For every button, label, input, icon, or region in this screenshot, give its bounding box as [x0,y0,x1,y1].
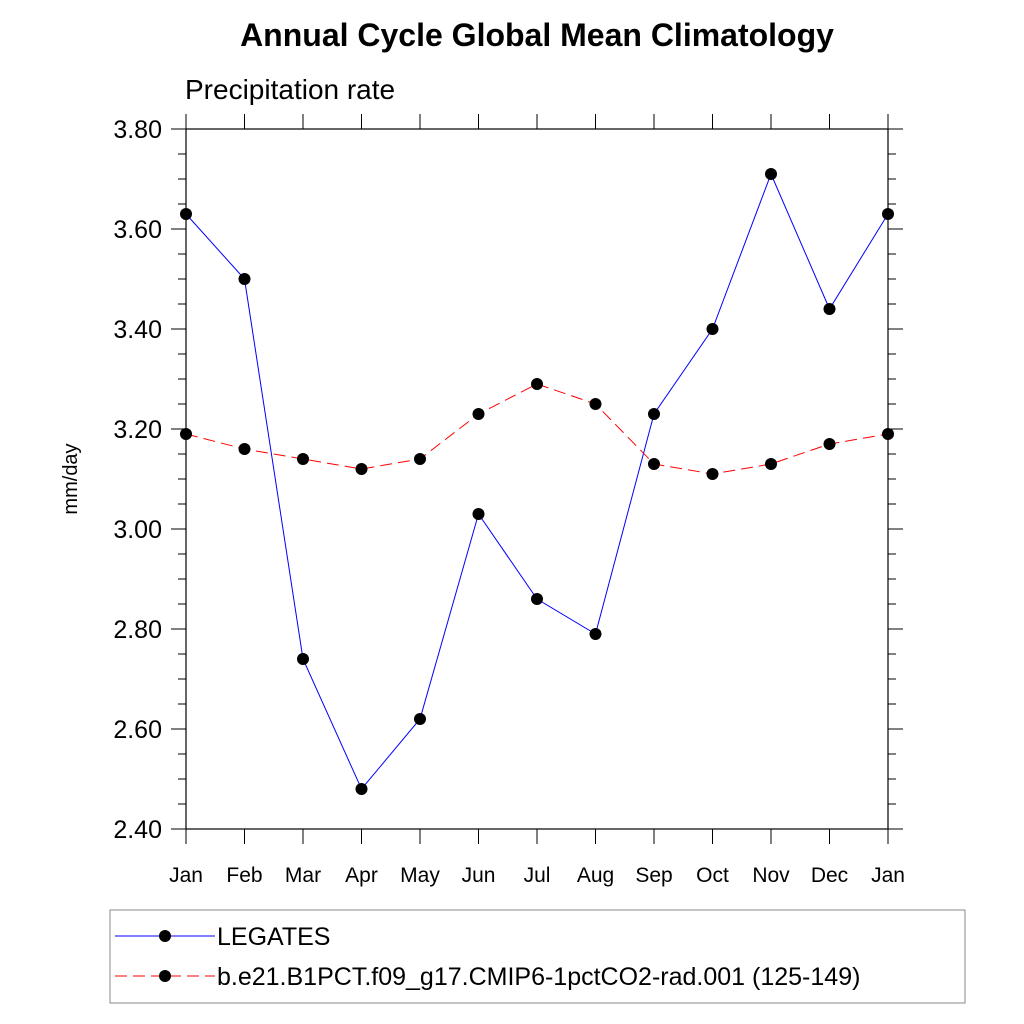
plot-frame [185,128,889,830]
x-tick-label: Jan [169,864,203,887]
x-tick-label: May [400,864,440,887]
x-tick-label: Oct [696,864,729,887]
axis-ticks [171,114,903,844]
data-point-series-1 [589,398,602,410]
x-tick-label: Jul [524,864,551,887]
series-line-0 [185,172,889,790]
data-point-series-0 [531,593,543,605]
legend-label-legates: LEGATES [217,923,330,951]
y-tick-labels: 2.40 2.60 2.80 3.00 3.20 3.40 3.60 3.80 [113,116,162,844]
data-point-series-0 [765,168,777,180]
y-tick-label: 2.40 [113,816,162,844]
data-point-series-0 [180,208,192,220]
data-point-series-0 [706,323,719,335]
legend-marker-model [159,970,171,982]
x-tick-label: Feb [226,864,262,887]
data-point-series-1 [706,468,719,480]
x-tick-label: Jan [871,864,905,887]
data-point-series-0 [355,783,368,795]
data-point-series-1 [648,458,660,470]
data-point-series-1 [238,443,251,455]
data-point-series-1 [355,463,368,475]
y-tick-label: 2.60 [113,716,162,744]
y-tick-label: 2.80 [113,616,162,644]
data-point-series-1 [472,408,485,420]
legend: LEGATES b.e21.B1PCT.f09_g17.CMIP6-1pctCO… [109,909,966,1004]
chart-subtitle: Precipitation rate [185,74,395,105]
series-layer [180,168,894,795]
legend-box [109,909,966,1004]
data-point-series-1 [882,428,894,440]
x-tick-label: Sep [635,864,672,887]
x-tick-label: Dec [811,864,848,887]
legend-label-model: b.e21.B1PCT.f09_g17.CMIP6-1pctCO2-rad.00… [217,963,860,991]
x-tick-label: Mar [285,864,321,887]
data-point-series-1 [180,428,192,440]
data-point-series-0 [823,303,836,315]
data-point-series-0 [648,408,660,420]
data-point-series-0 [238,273,251,285]
legend-marker-legates [159,930,171,942]
data-point-series-1 [297,453,309,465]
x-tick-label: Jun [462,864,496,887]
data-point-series-1 [823,438,836,450]
x-tick-label: Nov [752,864,790,887]
data-point-series-1 [765,458,777,470]
x-tick-labels: Jan Feb Mar Apr May Jun Jul Aug Sep Oct Nov Dec Jan [169,864,905,887]
y-tick-label: 3.00 [113,516,162,544]
y-axis-label: mm/day [60,443,82,514]
data-point-series-0 [589,628,602,640]
data-point-series-1 [414,453,426,465]
y-tick-label: 3.40 [113,316,162,344]
y-tick-label: 3.80 [113,116,162,144]
y-tick-label: 3.20 [113,416,162,444]
data-point-series-0 [472,508,485,520]
data-point-series-0 [414,713,426,725]
y-tick-label: 3.60 [113,216,162,244]
data-point-series-1 [531,378,543,390]
chart-title: Annual Cycle Global Mean Climatology [240,17,834,53]
series-line-1 [185,383,889,475]
data-point-series-0 [297,653,309,665]
x-tick-label: Apr [345,864,378,887]
x-tick-label: Aug [577,864,614,887]
data-point-series-0 [882,208,894,220]
